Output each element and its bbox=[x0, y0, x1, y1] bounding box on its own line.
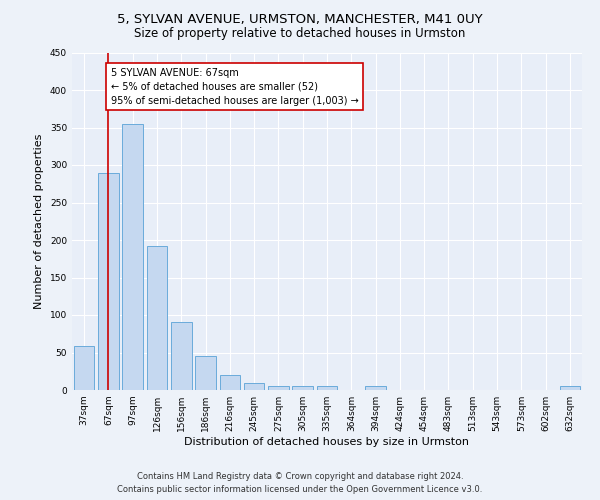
Text: Size of property relative to detached houses in Urmston: Size of property relative to detached ho… bbox=[134, 28, 466, 40]
Text: 5 SYLVAN AVENUE: 67sqm
← 5% of detached houses are smaller (52)
95% of semi-deta: 5 SYLVAN AVENUE: 67sqm ← 5% of detached … bbox=[111, 68, 359, 106]
Bar bbox=[317, 386, 337, 390]
Bar bbox=[195, 356, 216, 390]
Bar bbox=[74, 346, 94, 390]
Bar bbox=[560, 386, 580, 390]
Text: 5, SYLVAN AVENUE, URMSTON, MANCHESTER, M41 0UY: 5, SYLVAN AVENUE, URMSTON, MANCHESTER, M… bbox=[117, 12, 483, 26]
Bar bbox=[146, 246, 167, 390]
Bar bbox=[292, 386, 313, 390]
X-axis label: Distribution of detached houses by size in Urmston: Distribution of detached houses by size … bbox=[185, 437, 470, 447]
Bar bbox=[98, 172, 119, 390]
Bar bbox=[220, 375, 240, 390]
Bar bbox=[122, 124, 143, 390]
Bar bbox=[365, 386, 386, 390]
Text: Contains HM Land Registry data © Crown copyright and database right 2024.
Contai: Contains HM Land Registry data © Crown c… bbox=[118, 472, 482, 494]
Bar bbox=[244, 383, 265, 390]
Bar bbox=[268, 386, 289, 390]
Y-axis label: Number of detached properties: Number of detached properties bbox=[34, 134, 44, 309]
Bar bbox=[171, 322, 191, 390]
